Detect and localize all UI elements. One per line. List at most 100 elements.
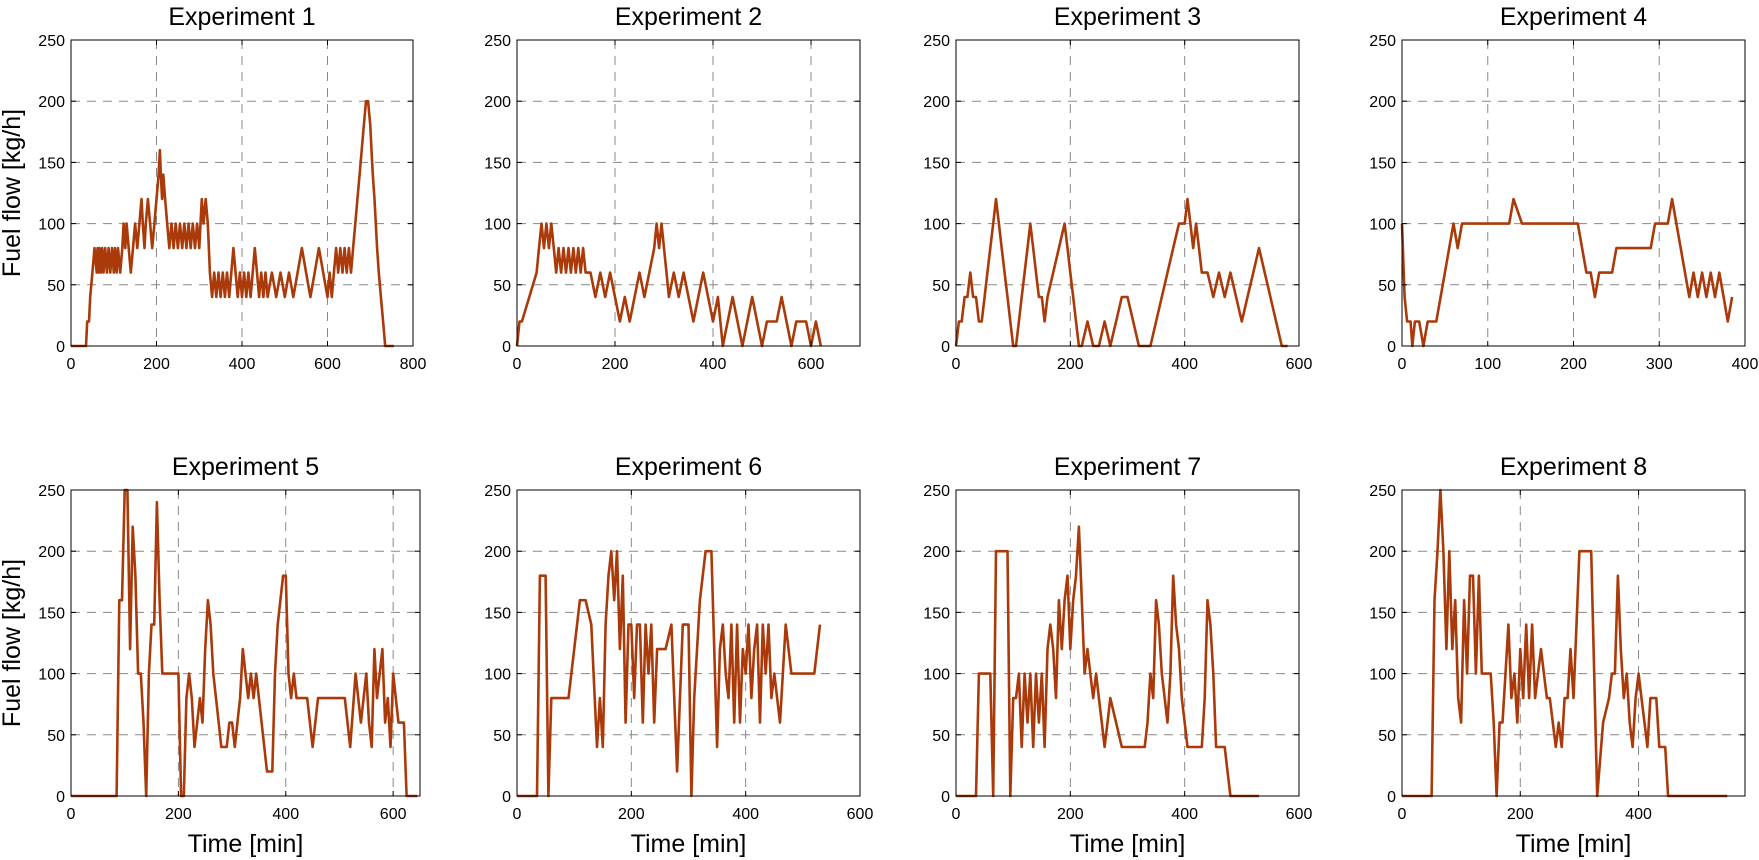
chart-panel-4: 0 100 200 300 400 0 50 100 150 200 250 Experiment 4 <box>1369 3 1758 373</box>
y-tick-label: 150 <box>484 605 511 622</box>
chart-title: Experiment 2 <box>615 3 762 31</box>
y-tick-label: 100 <box>484 667 511 684</box>
y-tick-label: 0 <box>502 339 511 356</box>
chart-panel-2: 0 200 400 600 0 50 100 150 200 250 Experiment 2 <box>484 3 861 373</box>
x-tick-label: 200 <box>143 356 170 373</box>
chart-title: Experiment 3 <box>1054 3 1201 31</box>
y-tick-label: 250 <box>38 483 65 500</box>
plot-frame <box>516 39 861 347</box>
y-tick-label: 0 <box>941 789 950 806</box>
y-tick-label: 0 <box>1387 339 1396 356</box>
y-tick-label: 50 <box>47 278 65 295</box>
x-axis-label: Time [min] <box>1070 830 1186 858</box>
x-tick-label: 600 <box>1286 806 1313 823</box>
chart-panel-7: 0 200 400 600 0 50 100 150 200 250 Experiment 7 Tim… <box>923 453 1312 858</box>
x-tick-label: 200 <box>1560 356 1587 373</box>
x-tick-label: 0 <box>67 356 76 373</box>
y-tick-label: 100 <box>38 667 65 684</box>
y-tick-label: 50 <box>932 728 950 745</box>
plot-frame <box>955 39 1300 347</box>
y-tick-label: 250 <box>1369 33 1396 50</box>
x-tick-label: 400 <box>1171 356 1198 373</box>
y-tick-label: 100 <box>38 217 65 234</box>
fuel-flow-line <box>954 197 1288 348</box>
y-tick-label: 100 <box>484 217 511 234</box>
x-tick-label: 0 <box>1398 356 1407 373</box>
y-tick-label: 150 <box>38 605 65 622</box>
x-tick-label: 600 <box>380 806 407 823</box>
y-tick-label: 50 <box>493 278 511 295</box>
y-tick-label: 200 <box>923 94 950 111</box>
fuel-flow-line <box>956 525 1259 798</box>
y-tick-label: 50 <box>1378 278 1396 295</box>
x-tick-label: 400 <box>272 806 299 823</box>
y-tick-label: 0 <box>502 789 511 806</box>
x-tick-label: 0 <box>513 356 522 373</box>
x-tick-label: 0 <box>67 806 76 823</box>
chart-title: Experiment 4 <box>1500 3 1647 31</box>
chart-panel-3: 0 200 400 600 0 50 100 150 200 250 Experiment 3 <box>923 3 1312 373</box>
y-tick-label: 100 <box>1369 217 1396 234</box>
y-tick-label: 150 <box>484 155 511 172</box>
y-tick-label: 200 <box>484 544 511 561</box>
x-tick-label: 600 <box>314 356 341 373</box>
y-tick-label: 250 <box>484 33 511 50</box>
y-axis-label: Fuel flow [kg/h] <box>0 109 26 277</box>
chart-panel-1: 0 200 400 600 800 0 50 100 150 200 250 Experiment 1… <box>0 3 426 373</box>
x-tick-label: 0 <box>513 806 522 823</box>
chart-title: Experiment 1 <box>168 3 315 31</box>
x-tick-label: 800 <box>400 356 427 373</box>
x-axis-label: Time [min] <box>1516 830 1632 858</box>
plot-frame <box>70 489 421 797</box>
x-tick-label: 600 <box>847 806 874 823</box>
y-tick-label: 200 <box>38 544 65 561</box>
x-tick-label: 200 <box>1057 806 1084 823</box>
y-axis-label: Fuel flow [kg/h] <box>0 559 26 727</box>
x-tick-label: 600 <box>798 356 825 373</box>
x-tick-label: 400 <box>1732 356 1759 373</box>
fuel-flow-line <box>1400 197 1734 348</box>
x-tick-label: 200 <box>602 356 629 373</box>
x-tick-label: 600 <box>1286 356 1313 373</box>
y-tick-label: 200 <box>484 94 511 111</box>
x-tick-label: 400 <box>700 356 727 373</box>
y-tick-label: 100 <box>923 667 950 684</box>
fuel-flow-line <box>1402 488 1728 798</box>
y-tick-label: 200 <box>923 544 950 561</box>
chart-panel-5: 0 200 400 600 0 50 100 150 200 250 Experiment 5 Tim… <box>0 453 421 858</box>
x-tick-label: 200 <box>1057 356 1084 373</box>
plot-frame <box>955 489 1300 797</box>
y-tick-label: 250 <box>484 483 511 500</box>
y-tick-label: 250 <box>923 483 950 500</box>
plot-frame <box>516 489 861 797</box>
y-tick-label: 250 <box>1369 483 1396 500</box>
fuel-flow-line <box>515 222 823 348</box>
y-tick-label: 50 <box>493 728 511 745</box>
x-tick-label: 0 <box>952 356 961 373</box>
x-tick-label: 400 <box>1625 806 1652 823</box>
x-tick-label: 200 <box>618 806 645 823</box>
y-tick-label: 0 <box>56 339 65 356</box>
plot-frame <box>1401 489 1746 797</box>
y-tick-label: 150 <box>923 155 950 172</box>
y-tick-label: 0 <box>56 789 65 806</box>
chart-panel-8: 0 200 400 0 50 100 150 200 250 Experiment 8 Time [… <box>1369 453 1746 858</box>
y-tick-label: 100 <box>923 217 950 234</box>
chart-title: Experiment 5 <box>172 453 319 481</box>
chart-title: Experiment 6 <box>615 453 762 481</box>
y-tick-label: 50 <box>932 278 950 295</box>
x-tick-label: 200 <box>1507 806 1534 823</box>
x-tick-label: 100 <box>1474 356 1501 373</box>
y-tick-label: 200 <box>1369 544 1396 561</box>
y-tick-label: 0 <box>941 339 950 356</box>
x-tick-label: 400 <box>229 356 256 373</box>
y-tick-label: 0 <box>1387 789 1396 806</box>
y-tick-label: 100 <box>1369 667 1396 684</box>
x-tick-label: 400 <box>1171 806 1198 823</box>
x-tick-label: 200 <box>165 806 192 823</box>
y-tick-label: 250 <box>38 33 65 50</box>
x-tick-label: 300 <box>1646 356 1673 373</box>
fuel-flow-line <box>517 549 822 798</box>
y-tick-label: 50 <box>1378 728 1396 745</box>
